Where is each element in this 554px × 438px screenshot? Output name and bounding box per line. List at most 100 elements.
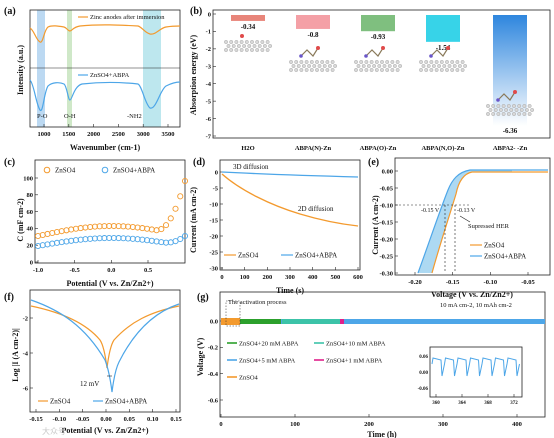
b-slab-atom	[512, 112, 516, 116]
b-slab-atom	[312, 64, 317, 68]
nh2-band	[143, 10, 161, 127]
b-slab-atom	[522, 112, 527, 116]
b-bar-value-0: -0.34	[241, 23, 256, 31]
b-bar-value-2: -0.93	[371, 33, 386, 41]
c-xtick-label: -0.5	[70, 267, 81, 274]
d-ytick-label: -15	[209, 217, 218, 224]
b-slab-atom	[250, 40, 254, 44]
panel-e-annot-015: -0.15 V	[421, 208, 440, 214]
panel-e-ylabel: Current (A cm-2)	[371, 195, 380, 255]
g-activation-box	[225, 300, 241, 327]
b-slab-atom	[366, 64, 371, 68]
b-bar-3	[426, 15, 460, 42]
panel-b-yticks: 0 -1 -2 -3 -4 -5 -6 -7	[206, 11, 216, 140]
b-slab-atom	[509, 108, 514, 112]
b-slab-atom	[262, 44, 267, 48]
b-water-atom	[240, 34, 244, 38]
b-xlabel-3: ABPA(N,O)-Zn	[421, 145, 464, 152]
b-ytick-label: -4	[206, 81, 212, 88]
panel-e-abpa-curve	[417, 169, 548, 274]
b-slab-atom	[439, 60, 444, 64]
b-slab-atom	[486, 104, 490, 108]
b-slab-atom	[387, 64, 392, 68]
b-slab-atom	[455, 60, 460, 64]
panel-g-frame	[219, 291, 546, 418]
b-slab-atom	[252, 44, 257, 48]
b-bar-0	[231, 15, 265, 21]
d-ytick-label: -10	[209, 201, 218, 208]
panel-e-annot-her: Supressed HER	[468, 223, 510, 230]
b-slab-atom	[385, 60, 390, 64]
f-xtick-label: -0.10	[53, 416, 67, 423]
panel-e-legend-1: ZnSO4	[484, 242, 505, 250]
b-slab-atom	[304, 60, 309, 64]
b-molecule-atom	[381, 46, 385, 50]
a-xtick-label: 2000	[87, 131, 100, 138]
panel-c-label: (c)	[4, 157, 15, 168]
panel-b-label: (b)	[190, 6, 202, 17]
b-slab-atom	[234, 48, 239, 52]
panel-f-legend-1: ZnSO4	[50, 398, 71, 406]
panel-c-legend-2: ZnSO4+ABPA	[113, 167, 155, 175]
b-slab-atom	[380, 60, 384, 64]
b-slab-atom	[445, 60, 449, 64]
g-inset-ticks: 360 364 368 372 0.06 0.00 -0.06	[418, 355, 519, 406]
panel-d-xticks: 0 100 200 300 400 500 600	[220, 267, 363, 281]
b-slab-atom	[369, 68, 374, 72]
b-slab-atom	[463, 64, 467, 68]
panel-c-frame	[34, 159, 186, 264]
b-molecule-atom	[429, 54, 433, 58]
b-slab-atom	[496, 112, 501, 116]
b-slab-atom	[517, 104, 522, 108]
panel-e-frame	[394, 157, 551, 276]
c-ytick-label: 40	[27, 226, 34, 233]
c-point-abpa	[177, 235, 184, 243]
panel-e-xlabel: Voltage (V vs. Zn/Zn2+)	[431, 290, 513, 299]
g-ytick-label: -0.2	[208, 345, 218, 352]
c-point-abpa	[115, 235, 122, 242]
g-ytick-label: -0.4	[208, 371, 219, 378]
c-point-znso4	[177, 193, 184, 200]
c-point-znso4	[167, 215, 174, 222]
b-slab-atom	[361, 64, 366, 68]
panel-c-xticks: -1.0 -0.5 0.0 0.5	[33, 260, 153, 274]
b-slab-atom	[385, 68, 390, 72]
b-slab-atom	[398, 64, 402, 68]
g-legend-4: ZnSO4+1 mM ABPA	[326, 358, 382, 365]
b-slab-atom	[309, 68, 314, 72]
b-slab-atom	[325, 68, 330, 72]
panel-e: (e) Current (A cm-2) -0.15 V -0.13 V Sup…	[368, 157, 551, 299]
b-slab-atom	[354, 60, 358, 64]
g-trace-1mM	[340, 319, 344, 324]
g-inset-xtick-label: 368	[484, 401, 492, 406]
b-slab-atom	[247, 44, 252, 48]
f-xtick-label: 0.15	[170, 416, 182, 423]
b-bar-value-3: -1.54	[436, 44, 451, 52]
b-slab-atom	[244, 48, 249, 52]
b-slab-atom	[231, 44, 236, 48]
b-slab-atom	[255, 40, 260, 44]
b-slab-atom	[380, 68, 384, 72]
a-xtick-label: 1500	[62, 131, 75, 138]
b-slab-atom	[455, 68, 460, 72]
e-ytick-label: -0.20	[379, 236, 393, 243]
panel-c-points	[34, 177, 189, 250]
b-slab-atom	[356, 64, 361, 68]
b-slab-atom	[382, 64, 387, 68]
d-xtick-label: 200	[262, 274, 272, 281]
b-slab-atom	[315, 60, 319, 64]
b-slab-atom	[224, 40, 228, 44]
panel-g-yticks: 0.0 -0.2 -0.4 -0.6	[208, 318, 223, 404]
panel-g-ylabel: Voltage (V)	[196, 337, 205, 376]
panel-f-legend-2: ZnSO4+ABPA	[105, 398, 147, 406]
b-xlabel-4: ABPA2- -Zn	[493, 145, 528, 152]
panel-c-legend-1: ZnSO4	[55, 167, 76, 175]
c-point-znso4	[162, 222, 170, 229]
b-slab-atom	[504, 108, 508, 112]
panel-a-ylabel: Intensity (a.u.)	[16, 45, 25, 95]
b-slab-atom	[452, 64, 457, 68]
g-inset-xtick-label: 364	[458, 401, 466, 406]
c-point-znso4	[110, 222, 117, 230]
b-slab-atom	[234, 40, 239, 44]
b-slab-atom	[317, 64, 322, 68]
